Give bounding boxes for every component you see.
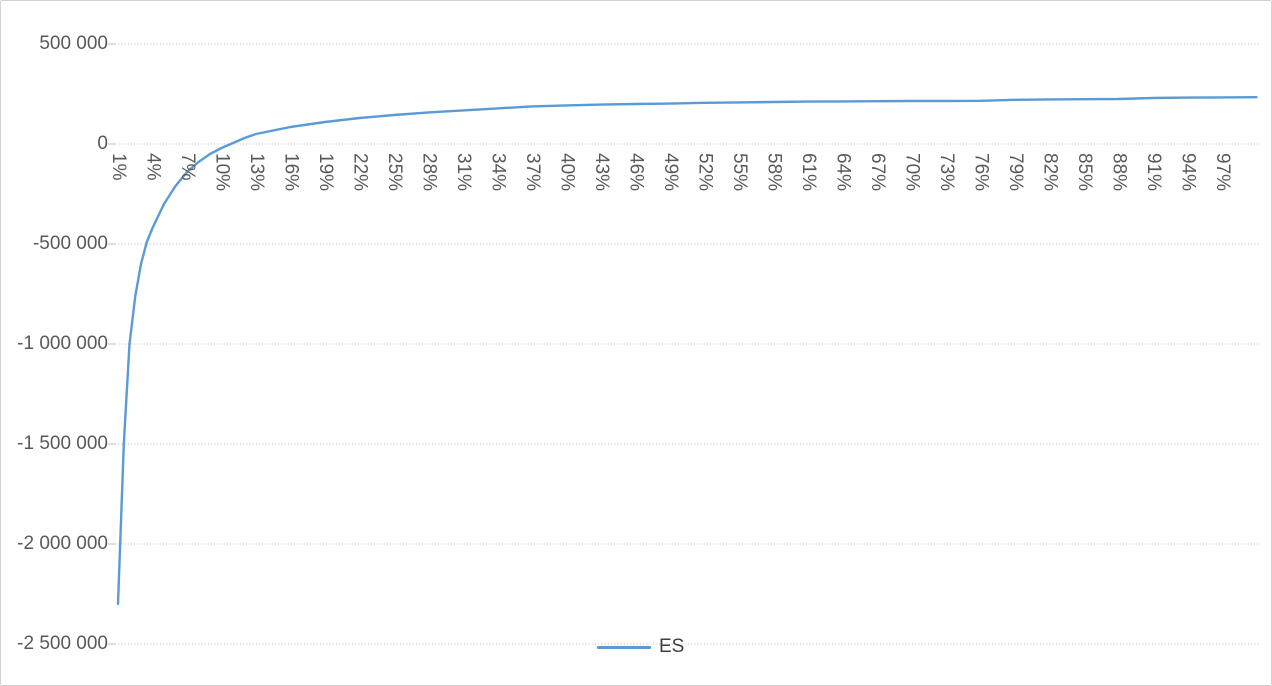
x-axis-tick-label: 34%	[487, 153, 509, 192]
x-axis-tick-label: 10%	[211, 153, 233, 192]
x-axis-tick-label: 40%	[556, 153, 578, 192]
x-axis-tick-label: 19%	[315, 153, 336, 192]
x-axis-tick-label: 16%	[280, 153, 302, 192]
x-axis-tick-label: 4%	[142, 153, 164, 181]
y-axis-tick-label: -500 000	[32, 233, 108, 254]
x-axis-tick-label: 25%	[384, 153, 405, 192]
x-axis-tick-label: 79%	[1005, 153, 1026, 192]
x-axis-tick-label: 52%	[694, 153, 716, 192]
x-axis-tick-label: 82%	[1039, 153, 1061, 192]
x-axis-tick-label: 94%	[1177, 153, 1199, 192]
x-axis-tick-label: 43%	[591, 153, 612, 192]
x-axis-tick-label: 76%	[970, 153, 992, 192]
x-axis-tick-label: 70%	[901, 153, 923, 192]
legend-line-swatch	[597, 645, 651, 649]
x-axis-tick-label: 7%	[177, 153, 198, 181]
x-axis-tick-label: 58%	[763, 153, 785, 192]
y-axis-tick-label: -2 000 000	[17, 533, 108, 554]
x-axis-tick-label: 22%	[349, 153, 371, 192]
es-series-line[interactable]	[116, 95, 1258, 606]
x-axis-tick-label: 31%	[453, 153, 474, 192]
legend[interactable]: ES	[597, 635, 684, 659]
x-axis-tick-label: 49%	[660, 153, 681, 192]
x-axis-tick-label: 1%	[108, 153, 129, 181]
y-axis-tick-label: 0	[97, 133, 108, 154]
x-axis-tick-label: 88%	[1108, 153, 1130, 192]
x-axis-tick-label: 73%	[936, 153, 957, 192]
y-axis-tick-label: -1 000 000	[17, 333, 108, 354]
x-axis-tick-label: 28%	[418, 153, 440, 192]
x-axis-tick-label: 13%	[246, 153, 267, 192]
x-axis-tick-label: 37%	[522, 153, 543, 192]
x-axis-tick-label: 46%	[625, 153, 647, 192]
x-axis-tick-label: 97%	[1212, 153, 1233, 192]
x-axis-tick-label: 85%	[1074, 153, 1095, 192]
x-axis-tick-label: 64%	[832, 153, 854, 192]
y-axis-tick-label: -2 500 000	[17, 633, 108, 654]
x-axis-tick-label: 67%	[867, 153, 888, 192]
x-axis-tick-label: 61%	[798, 153, 819, 192]
x-axis-tick-label: 55%	[729, 153, 750, 192]
x-axis-tick-label: 91%	[1143, 153, 1164, 192]
y-axis-tick-label: 500 000	[39, 33, 108, 54]
legend-series-label: ES	[659, 636, 685, 657]
y-axis-tick-label: -1 500 000	[17, 433, 108, 454]
